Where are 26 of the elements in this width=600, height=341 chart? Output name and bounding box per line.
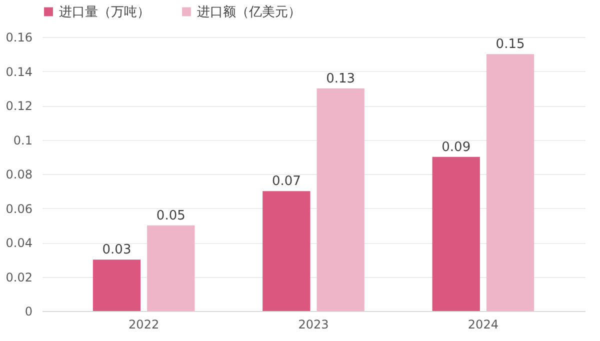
x-tick-label: 2024	[468, 318, 498, 332]
bar	[316, 88, 364, 311]
bar	[432, 156, 480, 311]
legend-label: 进口量（万吨）	[59, 4, 150, 20]
data-label: 0.05	[156, 208, 186, 224]
bar	[262, 191, 310, 311]
bar	[147, 225, 195, 311]
bar	[92, 260, 141, 311]
y-tick-label: 0.08	[6, 168, 32, 182]
y-tick-label: 0.14	[6, 64, 32, 79]
y-tick-label: 0.06	[6, 202, 32, 216]
y-tick-label: 0.12	[6, 99, 32, 113]
y-tick-label: 0	[24, 304, 32, 318]
data-label: 0.13	[326, 71, 356, 86]
data-label: 0.15	[496, 37, 525, 52]
x-tick-label: 2023	[298, 318, 329, 332]
data-label: 0.03	[102, 242, 132, 258]
x-tick-label: 2022	[128, 318, 160, 332]
legend-label: 进口额（亿美元）	[197, 4, 301, 20]
y-tick-label: 0.02	[6, 270, 32, 284]
y-tick-label: 0.04	[6, 236, 32, 250]
y-tick-label: 0.16	[6, 30, 32, 44]
bar	[486, 54, 534, 311]
y-tick-label: 0.1	[13, 133, 32, 148]
data-label: 0.09	[442, 140, 471, 155]
data-label: 0.07	[272, 174, 301, 190]
